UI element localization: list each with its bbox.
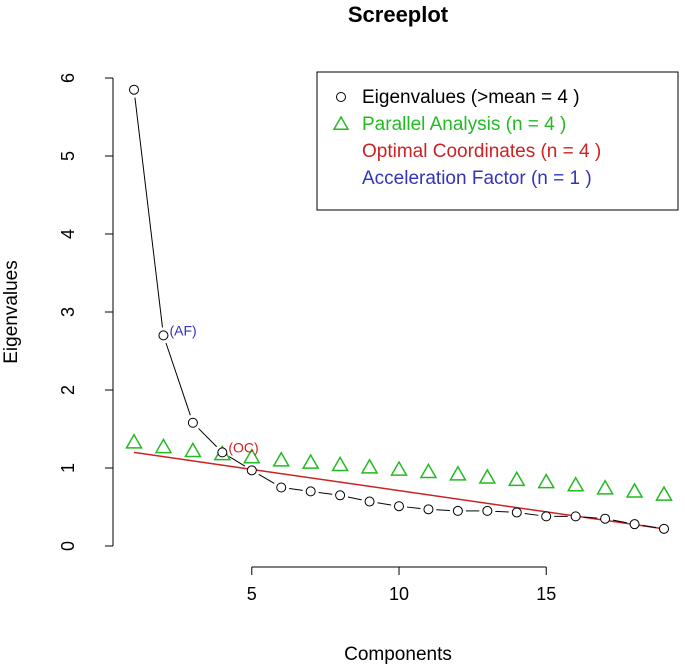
eigenvalue-point <box>364 496 375 507</box>
eigenvalue-line-segment <box>377 502 392 506</box>
y-tick-label: 0 <box>58 541 78 551</box>
y-tick-label: 2 <box>58 385 78 395</box>
legend-entry-text: Parallel Analysis (n = 4 ) <box>362 114 566 135</box>
parallel-analysis-point <box>154 437 173 454</box>
parallel-analysis-point <box>537 473 556 489</box>
data-marks <box>125 84 673 534</box>
legend: Eigenvalues (>mean = 4 ) Parallel Analysi… <box>316 71 679 211</box>
eigenvalue-line-segment <box>289 488 303 491</box>
eigenvalue-point <box>276 482 287 493</box>
x-tick-label: 5 <box>247 584 257 604</box>
eigenvalue-line <box>134 97 657 529</box>
x-tick-label: 10 <box>389 584 409 604</box>
legend-triangle-marker <box>332 115 350 130</box>
eigenvalue-line-segment <box>134 97 163 328</box>
chart-title: Screeplot <box>348 2 449 27</box>
parallel-analysis-point <box>272 451 291 467</box>
annotation-label: (OC) <box>228 439 258 455</box>
eigenvalue-point <box>600 513 611 524</box>
eigenvalue-point <box>246 465 257 476</box>
eigenvalue-point <box>187 417 198 428</box>
parallel-analysis-point <box>419 462 438 479</box>
annotations: (AF) (OC) <box>169 322 258 455</box>
annotation-label: (AF) <box>169 322 196 338</box>
parallel-analysis-point <box>449 465 467 481</box>
legend-circle-marker <box>336 92 346 102</box>
eigenvalue-line-segment <box>165 342 191 416</box>
eigenvalue-point <box>394 501 404 512</box>
eigenvalue-point <box>335 490 346 501</box>
x-axis-label: Components <box>344 644 452 665</box>
eigenvalue-line-segment <box>612 519 627 524</box>
legend-entry-text: Acceleration Factor (n = 1 ) <box>362 168 592 189</box>
parallel-analysis-point <box>478 468 497 484</box>
parallel-analysis-point <box>566 476 585 492</box>
eigenvalue-line-segment <box>436 509 450 511</box>
parallel-analysis-point <box>507 470 526 487</box>
parallel-analysis-point <box>184 441 202 458</box>
axes: 5 10 15 0 1 2 3 4 5 6 <box>58 73 556 604</box>
eigenvalue-point <box>217 447 228 458</box>
y-tick-label: 5 <box>58 151 78 161</box>
parallel-analysis-point <box>596 479 614 495</box>
y-tick-label: 6 <box>58 73 78 83</box>
y-tick-label: 3 <box>58 307 78 317</box>
eigenvalue-line-segment <box>318 491 333 495</box>
eigenvalue-point <box>482 505 493 516</box>
legend-box <box>316 71 679 211</box>
eigenvalue-point <box>158 330 169 341</box>
eigenvalue-point <box>511 507 522 518</box>
parallel-analysis-point <box>625 482 644 498</box>
eigenvalue-line-segment <box>495 510 509 513</box>
parallel-analysis-point <box>390 460 408 476</box>
eigenvalue-line-segment <box>583 516 598 519</box>
y-axis-label: Eigenvalues <box>1 260 22 364</box>
eigenvalue-point <box>570 511 581 522</box>
eigenvalue-point <box>305 486 316 497</box>
eigenvalue-line-segment <box>198 428 218 448</box>
parallel-analysis-point <box>301 453 320 469</box>
eigenvalue-line-segment <box>406 506 421 509</box>
eigenvalue-line-segment <box>258 473 275 484</box>
eigenvalue-point <box>541 511 552 522</box>
eigenvalue-line-segment <box>524 513 539 516</box>
parallel-analysis-point <box>331 455 349 472</box>
eigenvalue-point <box>129 84 139 95</box>
parallel-analysis-point <box>242 448 261 464</box>
x-tick-label: 15 <box>536 584 556 604</box>
eigenvalue-point <box>629 519 640 530</box>
eigenvalue-point <box>423 504 434 515</box>
y-tick-label: 4 <box>58 229 78 239</box>
eigenvalue-line-segment <box>228 456 246 467</box>
parallel-analysis-point <box>360 458 379 474</box>
y-tick-label: 1 <box>58 463 78 473</box>
eigenvalue-point <box>659 523 669 534</box>
eigenvalue-point <box>452 505 463 516</box>
parallel-analysis-point <box>655 485 673 501</box>
parallel-analysis-point <box>125 433 143 449</box>
eigenvalue-line-segment <box>642 524 657 529</box>
legend-entry-text: Optimal Coordinates (n = 4 ) <box>362 141 601 162</box>
legend-entry-text: Eigenvalues (>mean = 4 ) <box>362 87 580 108</box>
eigenvalue-line-segment <box>347 496 362 501</box>
